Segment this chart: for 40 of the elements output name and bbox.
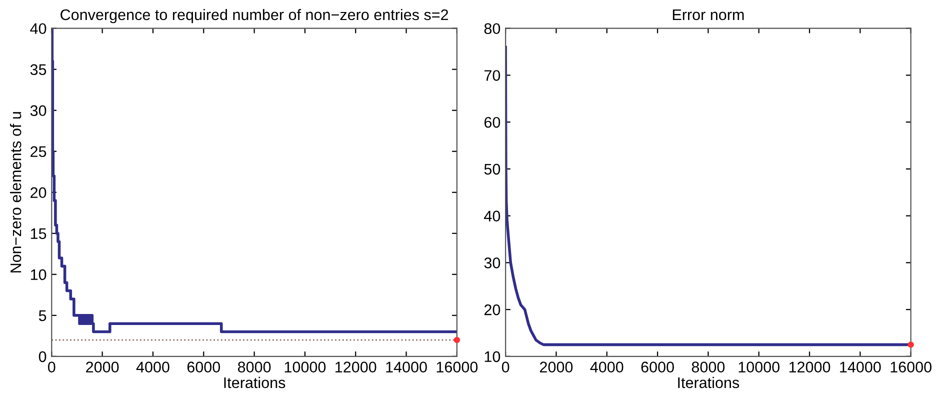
y-tick-label: 25: [30, 146, 46, 158]
y-tick-label: 20: [484, 304, 500, 316]
x-tick-label: 0: [48, 362, 56, 372]
y-tick-label: 70: [484, 70, 500, 81]
x-tick-label: 12000: [789, 362, 830, 372]
chart-title: Error norm: [672, 10, 744, 20]
x-tick-label: 2000: [86, 362, 119, 372]
y-tick-label: 80: [484, 23, 500, 34]
y-tick-label: 10: [30, 269, 46, 280]
y-tick-label: 40: [484, 210, 500, 222]
chart-title: Convergence to required number of non−zero entries s=2: [60, 8, 448, 24]
x-tick-label: 0: [502, 362, 510, 372]
x-tick-label: 8000: [238, 362, 271, 372]
x-tick-label: 16000: [890, 362, 932, 372]
x-tick-label: 14000: [386, 362, 427, 372]
y-tick-label: 35: [30, 64, 46, 76]
x-tick-label: 14000: [840, 362, 881, 372]
y-tick-label: 10: [484, 351, 500, 362]
y-tick-label: 5: [38, 310, 46, 322]
x-tick-label: 4000: [136, 362, 170, 372]
y-tick-label: 15: [30, 228, 46, 240]
x-axis-title: Iterations: [678, 376, 740, 388]
x-tick-label: 2000: [540, 362, 573, 372]
y-tick-label: 20: [30, 187, 46, 198]
y-tick-label: 30: [484, 258, 500, 268]
y-tick-label: 60: [484, 116, 500, 128]
y-tick-label: 50: [484, 164, 500, 175]
y-tick-label: 0: [38, 351, 46, 362]
x-tick-label: 6000: [641, 362, 674, 372]
x-tick-label: 16000: [436, 362, 478, 372]
y-axis-title: Non−zero elements of u: [10, 112, 22, 272]
x-axis-title: Iterations: [224, 376, 286, 388]
x-tick-label: 10000: [738, 362, 780, 372]
x-tick-label: 8000: [692, 362, 725, 372]
x-tick-label: 6000: [187, 362, 220, 372]
y-tick-label: 40: [30, 23, 46, 34]
y-tick-label: 30: [30, 105, 46, 116]
x-tick-label: 4000: [590, 362, 624, 372]
x-tick-label: 10000: [284, 362, 326, 372]
x-tick-label: 12000: [336, 362, 376, 372]
